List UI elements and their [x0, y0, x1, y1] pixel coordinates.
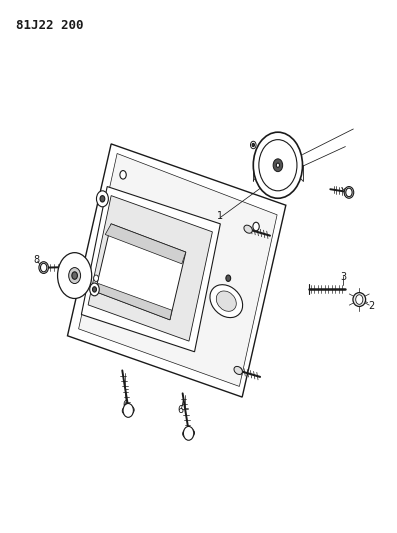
Polygon shape — [105, 224, 186, 264]
Polygon shape — [81, 187, 220, 352]
Circle shape — [120, 171, 126, 179]
Text: 4: 4 — [344, 187, 351, 197]
Circle shape — [58, 253, 92, 298]
Circle shape — [259, 140, 297, 191]
Polygon shape — [88, 196, 212, 341]
Ellipse shape — [183, 429, 195, 438]
Circle shape — [253, 222, 259, 231]
Circle shape — [183, 426, 194, 440]
Circle shape — [226, 275, 231, 281]
Circle shape — [253, 132, 303, 198]
Text: 7: 7 — [60, 270, 67, 279]
Polygon shape — [95, 284, 172, 320]
Circle shape — [100, 196, 105, 202]
Circle shape — [356, 295, 363, 304]
Text: 6: 6 — [122, 400, 128, 410]
Circle shape — [276, 163, 279, 167]
Circle shape — [94, 275, 98, 281]
Circle shape — [90, 283, 99, 296]
Ellipse shape — [244, 225, 252, 233]
Text: 1: 1 — [217, 211, 224, 221]
Polygon shape — [67, 144, 286, 397]
Ellipse shape — [234, 366, 243, 375]
Circle shape — [252, 143, 254, 147]
Text: 8: 8 — [34, 255, 40, 265]
Ellipse shape — [344, 187, 354, 198]
Circle shape — [273, 159, 283, 172]
Text: 5: 5 — [291, 150, 297, 159]
Circle shape — [93, 287, 96, 292]
Ellipse shape — [39, 262, 48, 273]
Ellipse shape — [353, 293, 366, 306]
Circle shape — [123, 403, 133, 417]
Text: 3: 3 — [340, 272, 347, 282]
Polygon shape — [79, 154, 277, 386]
Circle shape — [346, 188, 352, 197]
Circle shape — [72, 272, 77, 279]
Ellipse shape — [122, 406, 134, 415]
Circle shape — [40, 263, 47, 272]
Polygon shape — [95, 224, 186, 320]
Circle shape — [251, 141, 256, 149]
Circle shape — [96, 191, 108, 207]
Ellipse shape — [210, 285, 243, 318]
Ellipse shape — [216, 291, 236, 311]
Circle shape — [69, 268, 81, 284]
Text: 2: 2 — [368, 302, 374, 311]
Text: 81J22 200: 81J22 200 — [16, 19, 83, 31]
Text: 6: 6 — [177, 406, 184, 415]
